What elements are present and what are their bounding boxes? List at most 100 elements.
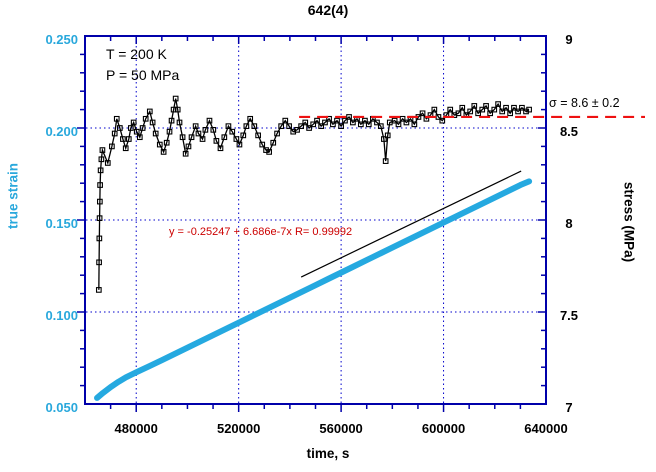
stress-series-marker	[487, 110, 494, 117]
stress-series-marker	[202, 126, 209, 133]
stress-series-marker	[122, 145, 129, 152]
plot-frame	[84, 35, 547, 405]
x-tick-label: 480000	[115, 421, 158, 436]
stress-series-marker	[136, 134, 143, 141]
y-right-tick-label: 8.5	[560, 124, 578, 139]
stress-series-marker	[240, 132, 247, 139]
stress-series-marker	[274, 130, 280, 137]
stress-series-marker	[255, 132, 261, 139]
stress-series-marker	[326, 115, 332, 122]
stress-series-marker	[95, 287, 102, 293]
stress-series-marker	[225, 123, 232, 130]
stress-series-marker	[471, 103, 478, 109]
stress-series-marker	[104, 160, 111, 166]
stress-series-marker	[374, 119, 380, 126]
stress-series-marker	[168, 117, 175, 124]
x-axis-title: time, s	[306, 446, 350, 461]
x-tick-label: 640000	[524, 421, 567, 436]
stress-series-marker	[221, 134, 228, 141]
y-left-tick-label: 0.100	[45, 308, 78, 323]
stress-series-marker	[395, 121, 402, 128]
stress-series-marker	[236, 141, 243, 148]
stress-series-marker	[298, 123, 305, 130]
stress-series-marker	[318, 123, 324, 130]
stress-series-marker	[342, 117, 348, 124]
stress-series-marker	[475, 110, 481, 117]
stress-series-marker	[381, 136, 387, 142]
stress-series-marker	[455, 110, 462, 117]
temperature-annotation: T = 200 K	[106, 46, 167, 62]
y-left-tick-label: 0.150	[45, 216, 78, 231]
stress-series-marker	[435, 114, 442, 120]
stress-series-marker	[133, 128, 140, 135]
stress-series-marker	[306, 125, 312, 131]
stress-series-marker	[176, 119, 183, 126]
fit-equation-annotation: y = -0.25247 + 6.686e-7x R= 0.99992	[169, 226, 353, 238]
stress-series-marker	[338, 123, 344, 130]
stress-series-marker	[188, 134, 195, 141]
stress-series-marker	[499, 108, 506, 115]
stress-series-marker	[199, 136, 206, 142]
y-left-tick-label: 0.250	[45, 32, 78, 47]
stress-series-marker	[286, 123, 292, 130]
stress-series-marker	[507, 110, 513, 117]
stress-series-marker	[459, 104, 466, 111]
stress-series-marker	[146, 108, 153, 115]
stress-series-marker	[156, 141, 163, 148]
stress-series-marker	[491, 106, 498, 113]
stress-series-marker	[116, 125, 123, 131]
stress-series-marker	[166, 128, 173, 135]
stress-series-marker	[111, 130, 118, 137]
stress-series-marker	[270, 139, 277, 146]
stress-series-marker	[483, 103, 489, 109]
stress-series-marker	[243, 123, 250, 130]
stress-series-marker	[310, 121, 317, 128]
stress-series-marker	[98, 156, 105, 163]
stress-series-marker	[217, 145, 224, 152]
stress-series-marker	[439, 117, 446, 124]
stress-series-marker	[142, 115, 149, 122]
y-right-tick-label: 8	[565, 216, 572, 231]
stress-series-marker	[160, 149, 167, 155]
stress-series-marker	[467, 108, 474, 115]
stress-series-marker	[495, 101, 501, 107]
stress-series-marker	[152, 130, 159, 137]
stress-series-marker	[330, 121, 336, 128]
stress-series-marker	[195, 130, 202, 137]
stress-series-marker	[334, 117, 340, 124]
stress-series-marker	[322, 119, 328, 126]
stress-series-marker	[139, 125, 146, 131]
stress-series-marker	[362, 117, 368, 124]
stress-series-marker	[515, 108, 521, 115]
stress-series-marker	[399, 115, 406, 122]
y-left-axis-title: true strain	[5, 162, 21, 230]
stress-series-marker	[96, 235, 103, 242]
conditions-annotation: T = 200 K P = 50 MPa	[106, 44, 179, 86]
stress-series-marker	[247, 115, 254, 122]
stress-series-line	[98, 98, 530, 290]
y-right-tick-label: 7	[565, 400, 572, 415]
y-right-tick-label: 7.5	[560, 308, 578, 323]
stress-series-marker	[172, 95, 179, 102]
x-tick-label: 560000	[319, 421, 362, 436]
stress-series-marker	[229, 128, 236, 135]
stress-series-marker	[411, 121, 418, 128]
stress-series-marker	[163, 139, 170, 146]
stress-series-marker	[182, 150, 189, 157]
stress-series-marker	[125, 136, 132, 142]
stress-series-marker	[251, 123, 258, 130]
stress-series-marker	[519, 104, 525, 111]
stress-series-marker	[357, 121, 364, 128]
stress-series-marker	[210, 126, 217, 133]
stress-series-marker	[233, 136, 240, 142]
stress-series-marker	[384, 132, 391, 139]
y-right-axis-title: stress (MPa)	[621, 181, 637, 263]
stress-series-marker	[526, 106, 532, 113]
stress-series-marker	[97, 167, 104, 174]
stress-series-marker	[192, 123, 199, 130]
chart-title: 642(4)	[307, 2, 349, 18]
stress-series-marker	[377, 123, 384, 130]
stress-series-marker	[266, 149, 272, 155]
stress-series-marker	[185, 143, 192, 150]
